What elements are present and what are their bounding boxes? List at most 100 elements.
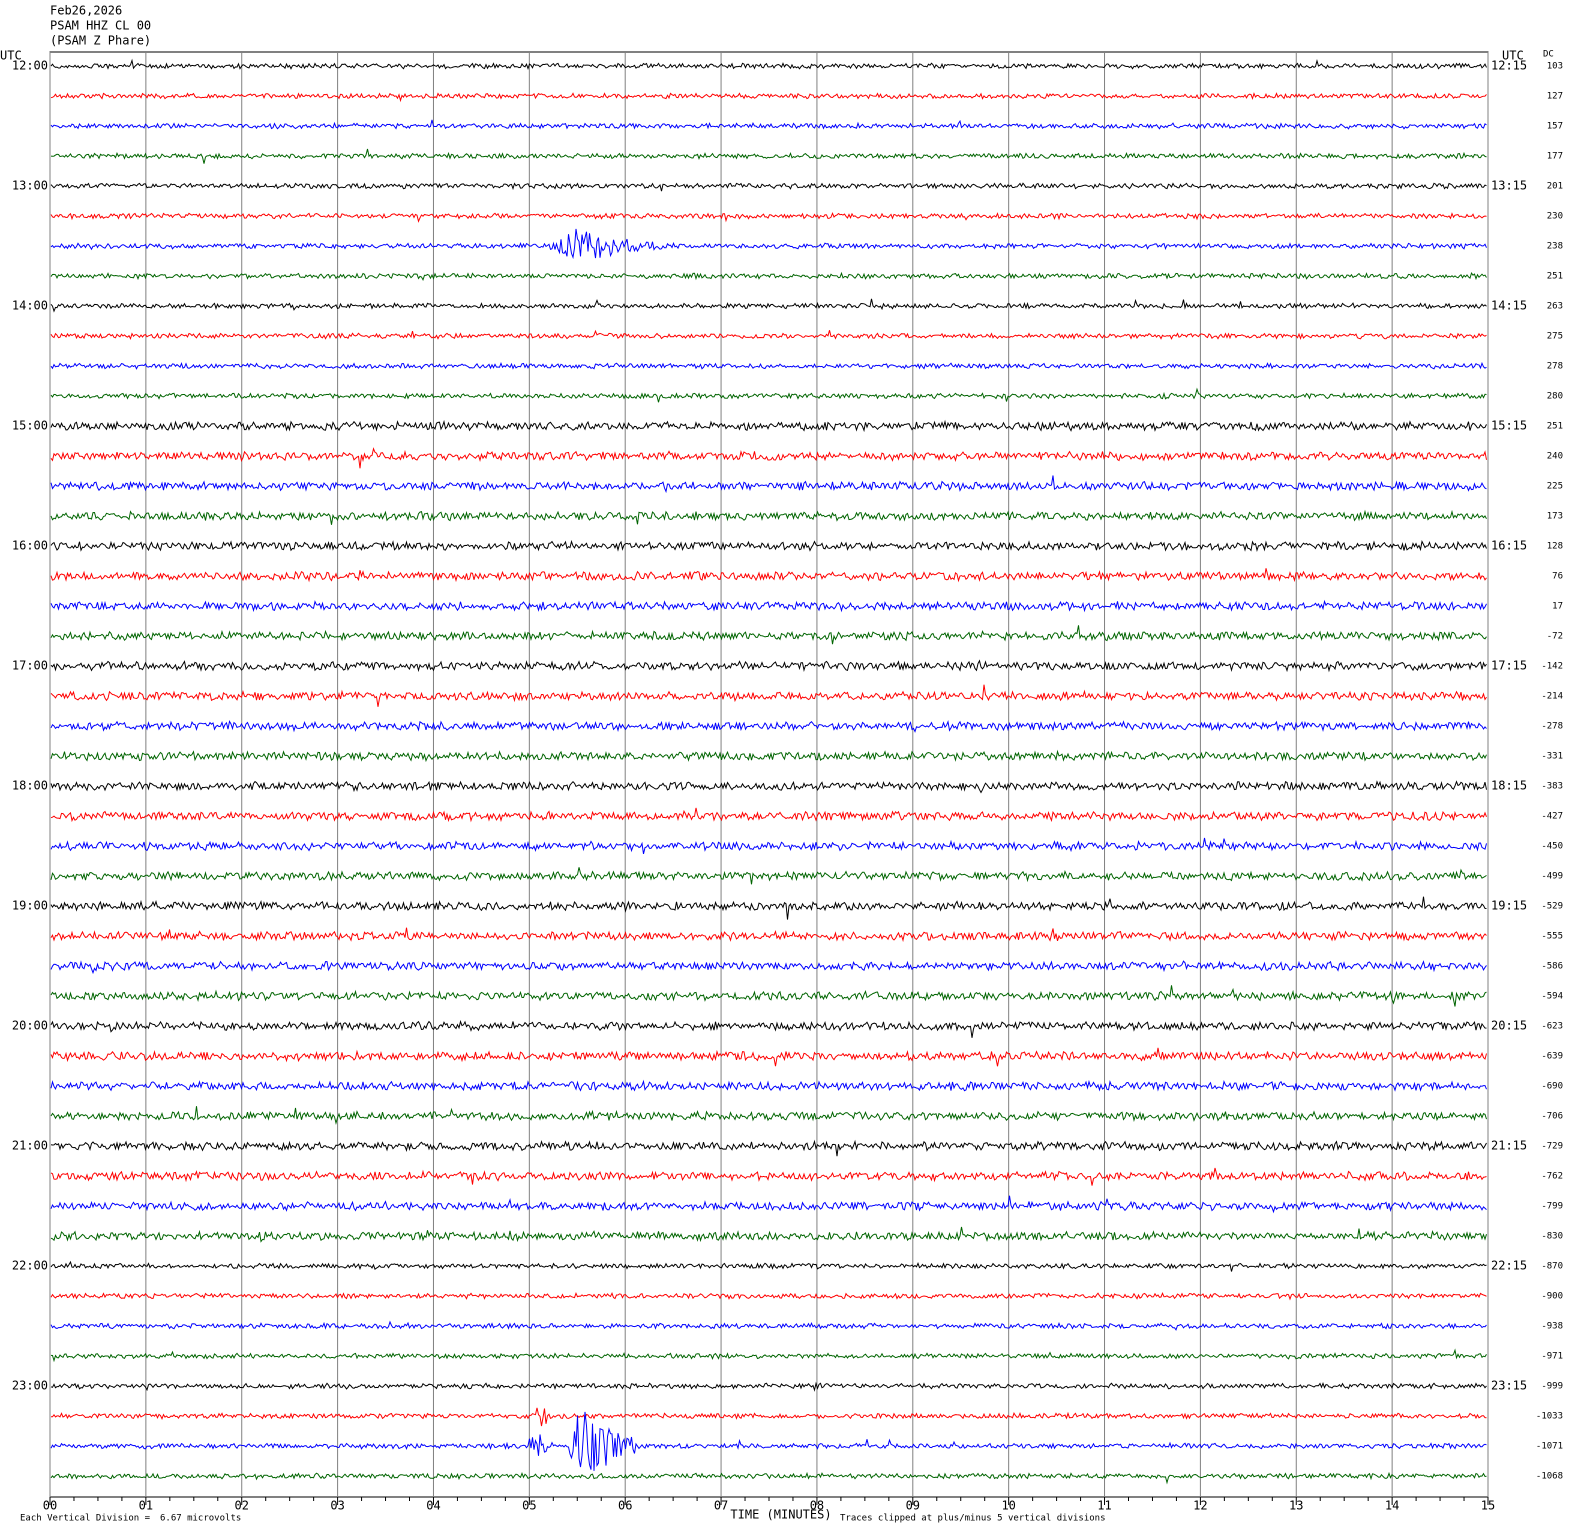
trace xyxy=(50,419,1487,433)
dc-title: DC xyxy=(1543,50,1554,60)
trace xyxy=(50,387,1487,403)
row-time-label: 16:00 xyxy=(12,539,48,553)
dc-value: 201 xyxy=(1547,182,1563,192)
dc-value: -623 xyxy=(1541,1022,1563,1032)
dc-value: -427 xyxy=(1541,812,1563,822)
trace xyxy=(50,329,1487,341)
header-line: Feb26,2026 xyxy=(50,4,122,18)
row-time-label: 15:00 xyxy=(12,419,48,433)
trace xyxy=(50,684,1487,707)
x-tick-label: 04 xyxy=(426,1499,440,1513)
header-line: PSAM HHZ CL 00 xyxy=(50,19,151,33)
trace xyxy=(50,1079,1487,1092)
dc-value: -690 xyxy=(1541,1082,1563,1092)
row-time-label: 13:15 xyxy=(1491,179,1527,193)
row-time-label: 18:15 xyxy=(1491,779,1527,793)
row-time-label: 16:15 xyxy=(1491,539,1527,553)
row-time-label: 14:15 xyxy=(1491,299,1527,313)
dc-value: 103 xyxy=(1547,62,1563,72)
row-time-label: 23:00 xyxy=(12,1379,48,1393)
x-tick-label: 09 xyxy=(906,1499,920,1513)
dc-value: -278 xyxy=(1541,722,1563,732)
trace xyxy=(50,749,1487,763)
header-line: (PSAM Z Phare) xyxy=(50,34,151,48)
x-tick-label: 02 xyxy=(235,1499,249,1513)
dc-value: -830 xyxy=(1541,1232,1563,1242)
trace xyxy=(50,271,1487,282)
trace xyxy=(50,780,1487,794)
dc-value: -142 xyxy=(1541,662,1563,672)
trace xyxy=(50,1348,1487,1363)
clip-note: Traces clipped at plus/minus 5 vertical … xyxy=(840,1514,1106,1524)
trace xyxy=(50,625,1487,645)
trace xyxy=(50,211,1487,223)
row-time-label: 20:00 xyxy=(12,1019,48,1033)
trace xyxy=(50,509,1487,525)
row-time-label: 13:00 xyxy=(12,179,48,193)
trace xyxy=(50,568,1487,583)
row-time-label: 12:00 xyxy=(12,59,48,73)
dc-value: -999 xyxy=(1541,1382,1563,1392)
x-tick-label: 05 xyxy=(522,1499,536,1513)
dc-value: -214 xyxy=(1541,692,1563,702)
trace xyxy=(50,1381,1487,1392)
right-axis-title: UTC xyxy=(1502,49,1524,63)
x-tick-label: 14 xyxy=(1385,1499,1399,1513)
dc-value: 128 xyxy=(1547,542,1563,552)
plot-frame xyxy=(49,51,1489,1498)
left-axis-title: UTC xyxy=(0,49,22,63)
dc-value: -529 xyxy=(1541,902,1563,912)
trace xyxy=(50,298,1487,313)
dc-value: 230 xyxy=(1547,212,1563,222)
trace xyxy=(50,361,1487,370)
trace xyxy=(50,58,1487,71)
dc-value: -799 xyxy=(1541,1202,1563,1212)
dc-value: 280 xyxy=(1547,392,1563,402)
trace xyxy=(50,475,1487,494)
trace xyxy=(50,1226,1487,1243)
x-tick-label: 03 xyxy=(330,1499,344,1513)
trace xyxy=(50,447,1487,469)
trace xyxy=(50,599,1487,613)
trace xyxy=(50,1047,1487,1067)
row-time-label: 22:00 xyxy=(12,1259,48,1273)
dc-value: -499 xyxy=(1541,872,1563,882)
row-time-label: 17:15 xyxy=(1491,659,1527,673)
dc-value: 225 xyxy=(1547,482,1563,492)
x-tick-label: 01 xyxy=(139,1499,153,1513)
dc-value: -72 xyxy=(1547,632,1563,642)
trace xyxy=(50,539,1487,553)
dc-value: 251 xyxy=(1547,422,1563,432)
x-tick-label: 13 xyxy=(1289,1499,1303,1513)
dc-value: -870 xyxy=(1541,1262,1563,1272)
row-time-label: 20:15 xyxy=(1491,1019,1527,1033)
trace xyxy=(50,985,1487,1007)
dc-value: -1071 xyxy=(1536,1442,1563,1452)
dc-value: 240 xyxy=(1547,452,1563,462)
row-time-label: 19:00 xyxy=(12,899,48,913)
dc-value: 173 xyxy=(1547,512,1563,522)
dc-value: -450 xyxy=(1541,842,1563,852)
dc-value: 157 xyxy=(1547,122,1563,132)
trace xyxy=(50,1471,1487,1485)
x-tick-label: 15 xyxy=(1481,1499,1495,1513)
row-time-label: 12:15 xyxy=(1491,59,1527,73)
dc-value: 238 xyxy=(1547,242,1563,252)
trace xyxy=(50,92,1487,103)
row-time-label: 17:00 xyxy=(12,659,48,673)
dc-value: -383 xyxy=(1541,782,1563,792)
x-axis-title: TIME (MINUTES) xyxy=(730,1508,831,1522)
dc-value: -971 xyxy=(1541,1352,1563,1362)
row-time-label: 22:15 xyxy=(1491,1259,1527,1273)
trace xyxy=(50,1106,1487,1125)
x-tick-label: 06 xyxy=(618,1499,632,1513)
row-time-label: 19:15 xyxy=(1491,899,1527,913)
trace xyxy=(50,1167,1487,1186)
x-tick-label: 12 xyxy=(1193,1499,1207,1513)
trace xyxy=(50,182,1487,192)
row-time-label: 21:15 xyxy=(1491,1139,1527,1153)
dc-value: -1033 xyxy=(1536,1412,1563,1422)
dc-value: -706 xyxy=(1541,1112,1563,1122)
